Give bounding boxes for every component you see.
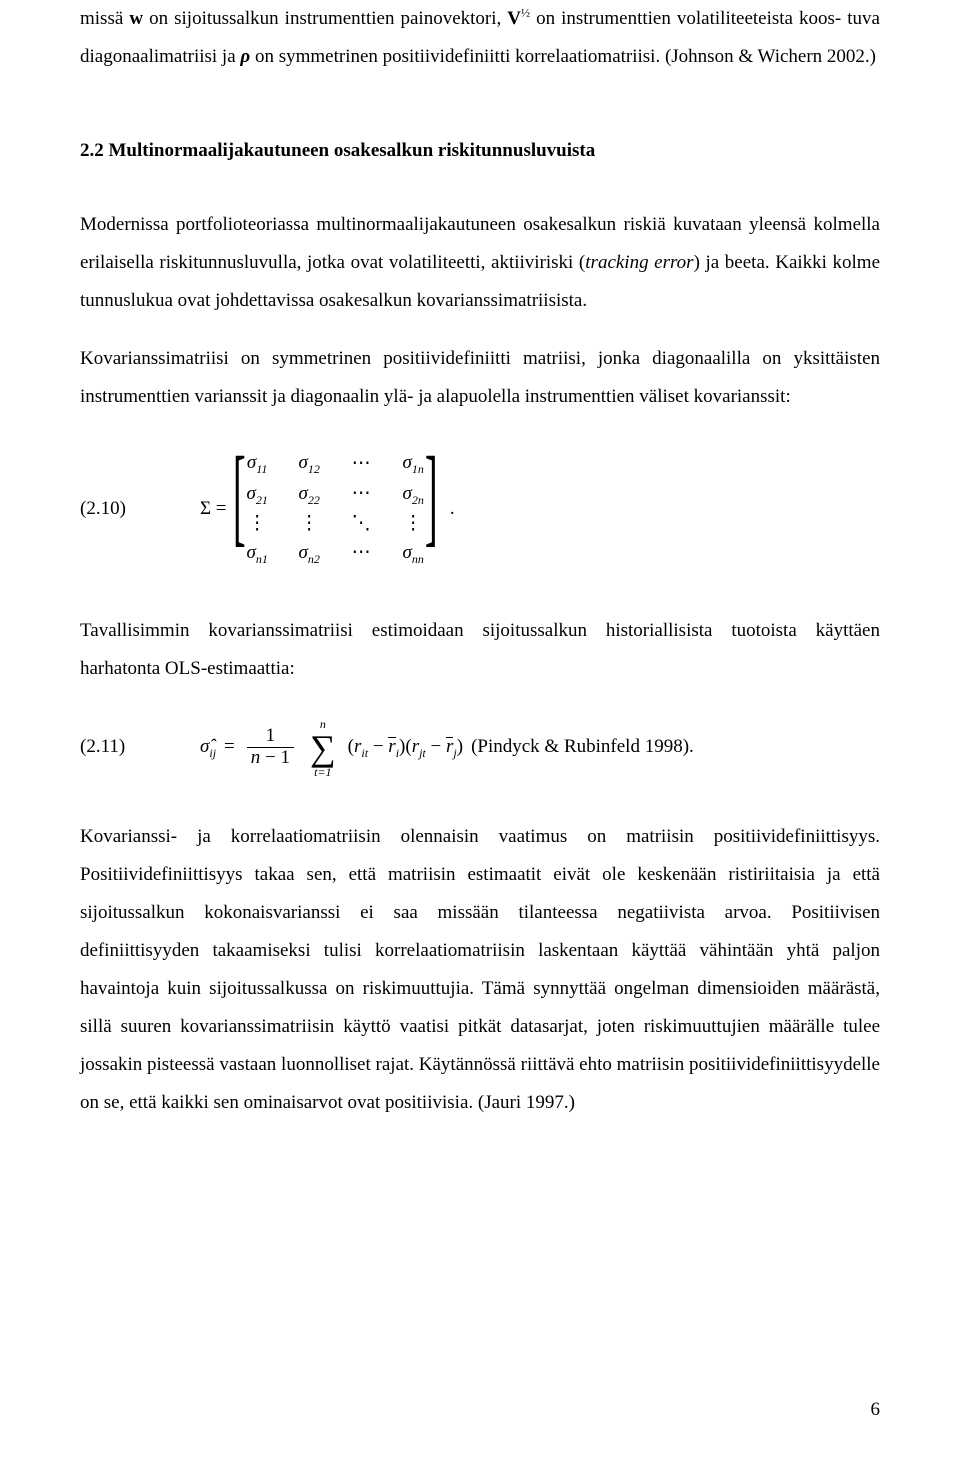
- text: missä: [80, 8, 129, 29]
- sub: 21: [256, 492, 268, 506]
- text: on symmetrinen positiividefiniitti korre…: [250, 46, 876, 67]
- eq-label: (2.11): [80, 736, 200, 759]
- sigma: σ: [246, 483, 255, 504]
- sigma: σ: [402, 483, 411, 504]
- sum-lower: t=1: [314, 766, 331, 778]
- body-paragraph: Kovarianssi- ja korrelaatiomatriisin ole…: [80, 818, 880, 1122]
- cell: σn2: [295, 542, 323, 566]
- ddots: ⋱: [347, 513, 375, 536]
- cell: σnn: [399, 542, 427, 566]
- close-paren: ): [457, 736, 463, 757]
- sub: 12: [308, 462, 320, 476]
- right-bracket: ]: [425, 446, 438, 571]
- cell: σ21: [243, 483, 271, 507]
- eq-period: .: [450, 498, 455, 521]
- sigma-hat: σ̂: [200, 736, 209, 757]
- sub-ij: ij: [209, 745, 216, 759]
- hdots: ⋯: [347, 483, 375, 506]
- equation-2-10: (2.10) Σ = [ σ11 σ12 ⋯ σ1n σ21 σ22 ⋯ σ2n…: [80, 446, 880, 571]
- intro-paragraph: missä w on sijoitussalkun instrumenttien…: [80, 0, 880, 76]
- sub: n2: [308, 551, 320, 565]
- fraction: 1 n − 1: [247, 726, 294, 769]
- cell: σ11: [243, 452, 271, 476]
- cell: σ22: [295, 483, 323, 507]
- minus-one: − 1: [260, 747, 290, 768]
- sum-body: (rit − ri)(rjt − rj): [348, 736, 463, 760]
- sigma-hat-ij: σ̂ij: [200, 736, 216, 760]
- minus: −: [368, 736, 388, 757]
- body-paragraph: Tavallisimmin kovarianssimatriisi estimo…: [80, 612, 880, 688]
- numerator: 1: [262, 726, 280, 747]
- r-bar: r: [388, 736, 395, 759]
- eq-label: (2.10): [80, 498, 200, 521]
- left-bracket: [: [232, 446, 245, 571]
- matrix-grid: σ11 σ12 ⋯ σ1n σ21 σ22 ⋯ σ2n ⋮ ⋮ ⋱ ⋮ σn1 …: [243, 446, 427, 571]
- eq-body: σ̂ij = 1 n − 1 n ∑ t=1 (rit − ri)(rjt − …: [200, 718, 880, 778]
- n: n: [251, 747, 261, 768]
- cell: σ2n: [399, 483, 427, 507]
- matrix-V: V: [507, 8, 521, 29]
- cell: σ1n: [399, 452, 427, 476]
- r: r: [446, 736, 453, 757]
- eq-body: Σ = [ σ11 σ12 ⋯ σ1n σ21 σ22 ⋯ σ2n ⋮ ⋮ ⋱ …: [200, 446, 880, 571]
- equation-2-11: (2.11) σ̂ij = 1 n − 1 n ∑ t=1 (rit − ri)…: [80, 718, 880, 778]
- sum-symbol: ∑: [310, 730, 336, 766]
- sigma: σ: [402, 542, 411, 563]
- body-paragraph: Modernissa portfolioteoriassa multinorma…: [80, 206, 880, 320]
- vdots: ⋮: [399, 513, 427, 536]
- rho: ρ: [240, 46, 250, 67]
- text: on sijoitussalkun instrumenttien painove…: [143, 8, 507, 29]
- body-paragraph: Kovarianssimatriisi on symmetrinen posit…: [80, 340, 880, 416]
- vdots: ⋮: [295, 513, 323, 536]
- minus: −: [426, 736, 446, 757]
- sub-jt: jt: [419, 745, 426, 759]
- sub: 1n: [412, 462, 424, 476]
- sub: n1: [256, 551, 268, 565]
- sub: 22: [308, 492, 320, 506]
- page-number: 6: [871, 1391, 881, 1429]
- summation: n ∑ t=1: [310, 718, 336, 778]
- sigma: σ: [247, 452, 256, 473]
- sigma: σ: [298, 542, 307, 563]
- sigma: σ: [402, 452, 411, 473]
- sub: 11: [256, 462, 267, 476]
- equals: =: [224, 736, 235, 759]
- vdots: ⋮: [243, 513, 271, 536]
- hdots: ⋯: [347, 542, 375, 565]
- sigma: σ: [298, 452, 307, 473]
- sigma-equals: Σ =: [200, 498, 227, 521]
- page: missä w on sijoitussalkun instrumenttien…: [0, 0, 960, 1459]
- hdots: ⋯: [347, 453, 375, 476]
- text: on instrumenttien volatiliteeteista koos…: [530, 8, 841, 29]
- r: r: [412, 736, 419, 757]
- denominator: n − 1: [247, 748, 294, 769]
- sub: 2n: [412, 492, 424, 506]
- r-bar: r: [446, 736, 453, 759]
- r: r: [388, 736, 395, 757]
- sub: nn: [412, 551, 424, 565]
- sigma: σ: [246, 542, 255, 563]
- matrix: [ σ11 σ12 ⋯ σ1n σ21 σ22 ⋯ σ2n ⋮ ⋮ ⋱ ⋮ σn…: [235, 446, 436, 571]
- tracking-error-term: tracking error: [585, 252, 693, 273]
- close-open-paren: )(: [399, 736, 412, 757]
- vector-w: w: [129, 8, 143, 29]
- section-heading: 2.2 Multinormaalijakautuneen osakesalkun…: [80, 136, 880, 166]
- cell: σn1: [243, 542, 271, 566]
- cell: σ12: [295, 452, 323, 476]
- citation: (Pindyck & Rubinfeld 1998).: [471, 736, 694, 759]
- exp-half: ½: [521, 6, 530, 20]
- sigma: σ: [298, 483, 307, 504]
